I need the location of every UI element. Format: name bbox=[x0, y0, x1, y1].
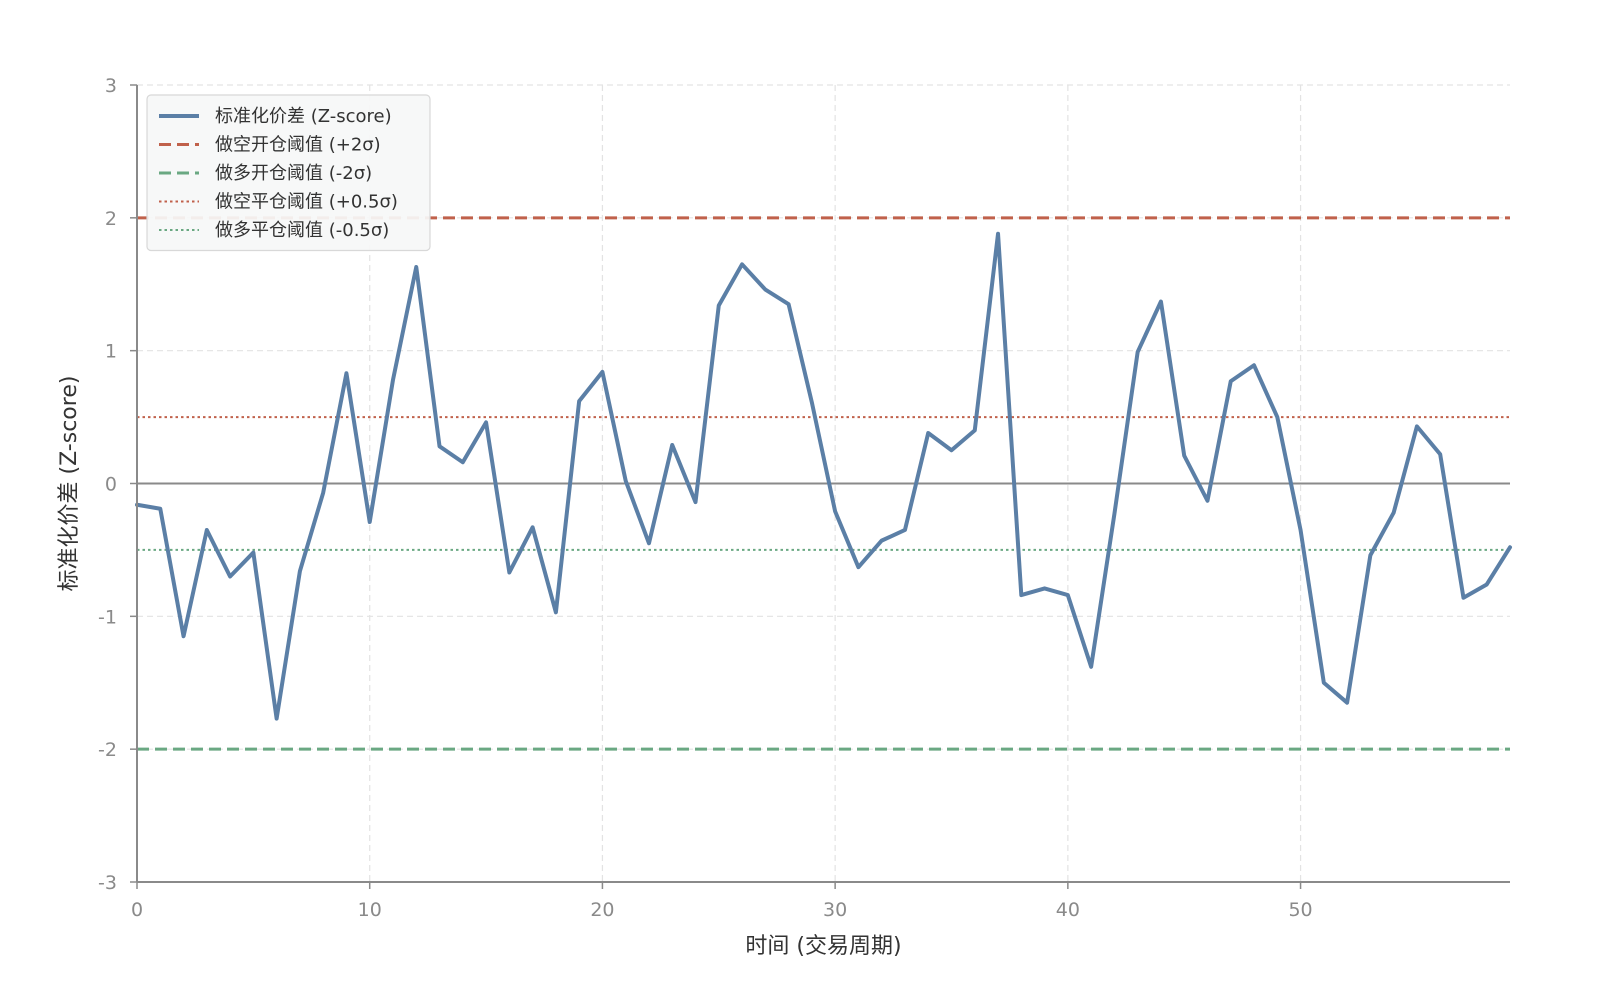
zscore-point bbox=[1112, 512, 1116, 516]
zscore-point bbox=[228, 574, 232, 579]
zscore-point bbox=[1019, 593, 1023, 597]
zscore-point bbox=[1438, 452, 1442, 456]
zscore-point bbox=[763, 287, 767, 292]
zscore-point bbox=[1392, 511, 1396, 515]
axes bbox=[130, 84, 1510, 889]
zscore-point bbox=[1508, 545, 1512, 549]
x-tick-label: 10 bbox=[358, 899, 382, 921]
y-axis-title: 标准化价差 (Z-score) bbox=[57, 376, 82, 592]
zscore-point bbox=[1298, 528, 1303, 532]
y-tick-label: 3 bbox=[105, 75, 117, 97]
zscore-point bbox=[670, 443, 674, 447]
zscore-point bbox=[344, 371, 349, 375]
zscore-series-line bbox=[135, 231, 1512, 721]
y-tick-label: 1 bbox=[105, 341, 117, 363]
legend-box bbox=[146, 94, 431, 252]
zscore-point bbox=[926, 431, 930, 435]
zscore-point bbox=[484, 420, 488, 424]
tick-labels: 0 10 20 30 40 50 -3 -2 -1 0 1 2 3 bbox=[98, 75, 1313, 921]
y-tick-label: 0 bbox=[105, 474, 117, 496]
x-tick-label: 40 bbox=[1056, 899, 1080, 921]
legend-label-1: 做空开仓阈值 (+2σ) bbox=[215, 135, 381, 156]
zscore-point bbox=[647, 541, 651, 545]
zscore-point bbox=[1485, 582, 1489, 587]
legend-label-2: 做多开仓阈值 (-2σ) bbox=[215, 163, 372, 184]
zscore-point bbox=[903, 528, 907, 532]
zscore-point bbox=[1136, 350, 1140, 354]
zscore-point bbox=[205, 528, 209, 532]
x-axis-title: 时间 (交易周期) bbox=[745, 934, 901, 959]
zscore-point bbox=[414, 265, 418, 269]
zscore-point bbox=[600, 370, 605, 374]
zscore-point bbox=[1066, 593, 1070, 597]
zscore-point bbox=[368, 520, 372, 524]
zscore-point bbox=[507, 570, 511, 575]
zscore-point bbox=[1415, 424, 1419, 428]
x-tick-label: 0 bbox=[131, 899, 143, 921]
zscore-point bbox=[1229, 379, 1233, 383]
zscore-point bbox=[1042, 586, 1047, 591]
zscore-point bbox=[856, 565, 861, 569]
y-tick-label: 2 bbox=[105, 208, 117, 230]
y-tick-label: -2 bbox=[98, 739, 117, 761]
zscore-point bbox=[880, 539, 884, 543]
zscore-point bbox=[461, 460, 465, 464]
zscore-point bbox=[531, 525, 535, 529]
y-tick-label: -1 bbox=[98, 606, 117, 628]
zscore-point bbox=[1159, 299, 1163, 304]
zscore-point bbox=[1205, 499, 1210, 503]
zscore-point bbox=[810, 400, 814, 405]
zscore-point bbox=[996, 232, 1000, 236]
threshold-lines bbox=[137, 216, 1510, 751]
zscore-point bbox=[298, 569, 302, 573]
x-tick-label: 50 bbox=[1288, 899, 1312, 921]
zscore-point bbox=[1275, 415, 1279, 419]
zscore-point bbox=[1182, 454, 1186, 458]
zscore-point bbox=[1089, 665, 1093, 669]
zscore-point bbox=[949, 448, 954, 452]
y-tick-label: -3 bbox=[98, 872, 117, 894]
zscore-point bbox=[1345, 701, 1349, 705]
zscore-point bbox=[1252, 363, 1256, 367]
zscore-point bbox=[973, 428, 977, 432]
legend-label-0: 标准化价差 (Z-score) bbox=[215, 106, 392, 127]
zscore-point bbox=[181, 634, 186, 638]
legend-label-4: 做多平仓阈值 (-0.5σ) bbox=[215, 220, 389, 241]
zscore-point bbox=[251, 550, 255, 555]
series-layer bbox=[135, 231, 1512, 721]
x-tick-label: 20 bbox=[590, 899, 614, 921]
zscore-point bbox=[717, 303, 721, 308]
zscore-point bbox=[740, 262, 744, 266]
zscore-point bbox=[437, 444, 442, 448]
zscore-point bbox=[1461, 596, 1466, 600]
zscore-point bbox=[1368, 553, 1372, 557]
zscore-point bbox=[693, 500, 698, 504]
zscore-point bbox=[391, 378, 395, 382]
zscore-point bbox=[833, 509, 837, 513]
zscore-point bbox=[624, 479, 628, 483]
legend: 标准化价差 (Z-score) 做空开仓阈值 (+2σ) 做多开仓阈值 (-2σ) 做… bbox=[146, 94, 431, 252]
zscore-point bbox=[275, 717, 279, 721]
legend-label-3: 做空平仓阈值 (+0.5σ) bbox=[215, 192, 398, 213]
zscore-point bbox=[554, 610, 558, 614]
zscore-point bbox=[1322, 681, 1326, 685]
zscore-point bbox=[577, 399, 581, 403]
x-tick-label: 30 bbox=[823, 899, 847, 921]
zscore-point bbox=[158, 507, 162, 511]
zscore-point bbox=[321, 491, 325, 495]
zscore-point bbox=[786, 302, 791, 306]
